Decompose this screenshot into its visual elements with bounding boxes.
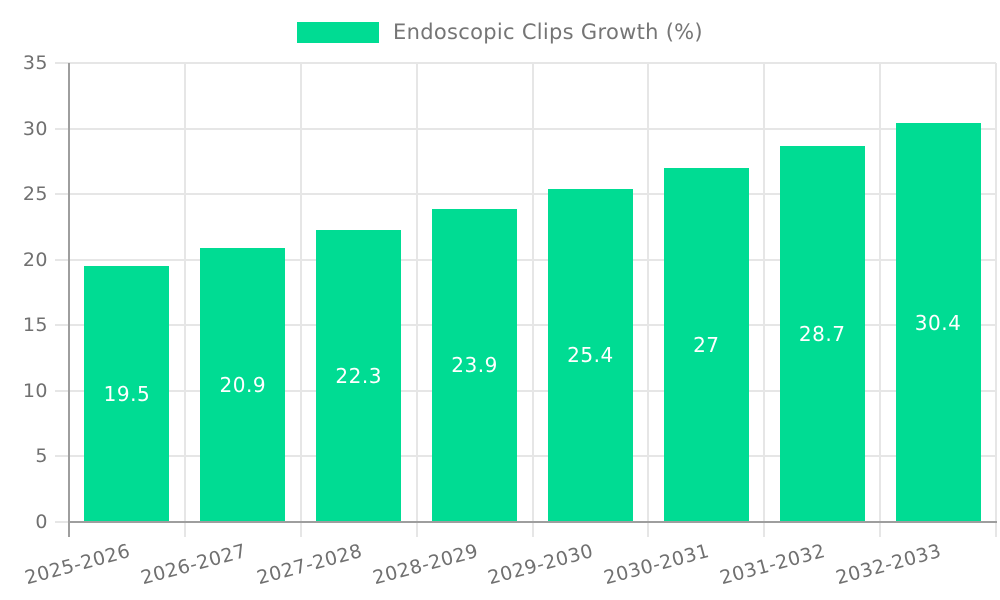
bar[interactable] — [547, 188, 633, 522]
x-gridline — [299, 63, 302, 537]
y-axis-line — [68, 63, 70, 537]
x-axis-line — [68, 521, 997, 523]
x-gridline — [183, 63, 186, 537]
x-gridline — [995, 63, 997, 537]
x-gridline — [763, 63, 766, 537]
legend-label[interactable]: Endoscopic Clips Growth (%) — [393, 20, 703, 44]
bar-value-label: 30.4 — [914, 310, 962, 335]
bar[interactable] — [316, 229, 402, 522]
x-gridline — [647, 63, 650, 537]
y-gridline — [55, 62, 996, 64]
y-gridline — [55, 389, 996, 392]
bar[interactable] — [200, 247, 286, 522]
y-gridline — [55, 324, 996, 327]
y-gridline — [55, 258, 996, 261]
bar[interactable] — [895, 123, 981, 522]
x-gridline — [415, 63, 418, 537]
y-tick-label: 25 — [22, 183, 48, 206]
y-gridline — [55, 193, 996, 196]
y-tick-label: 30 — [22, 117, 48, 140]
bar-value-label: 19.5 — [103, 382, 151, 407]
x-gridline — [879, 63, 882, 537]
bar-value-label: 20.9 — [219, 372, 267, 397]
y-tick-label: 35 — [22, 52, 48, 74]
legend: Endoscopic Clips Growth (%) — [0, 16, 1000, 48]
x-gridline — [531, 63, 534, 537]
bar-value-label: 23.9 — [451, 353, 498, 378]
bar[interactable] — [663, 167, 749, 522]
bar-value-label: 27 — [693, 332, 720, 357]
y-tick-label: 0 — [35, 511, 48, 533]
y-tick-label: 20 — [22, 248, 48, 271]
bar-value-label: 25.4 — [567, 343, 614, 368]
y-tick-label: 5 — [35, 445, 48, 468]
bar-value-label: 28.7 — [798, 321, 846, 346]
y-tick-label: 10 — [22, 379, 48, 402]
y-gridline — [55, 455, 996, 458]
y-gridline — [55, 127, 996, 130]
legend-swatch[interactable] — [297, 21, 380, 43]
bar[interactable] — [432, 208, 518, 522]
y-tick-label: 15 — [22, 314, 48, 337]
bar[interactable] — [779, 145, 865, 522]
bar-value-label: 22.3 — [335, 363, 382, 388]
bar[interactable] — [84, 266, 170, 522]
